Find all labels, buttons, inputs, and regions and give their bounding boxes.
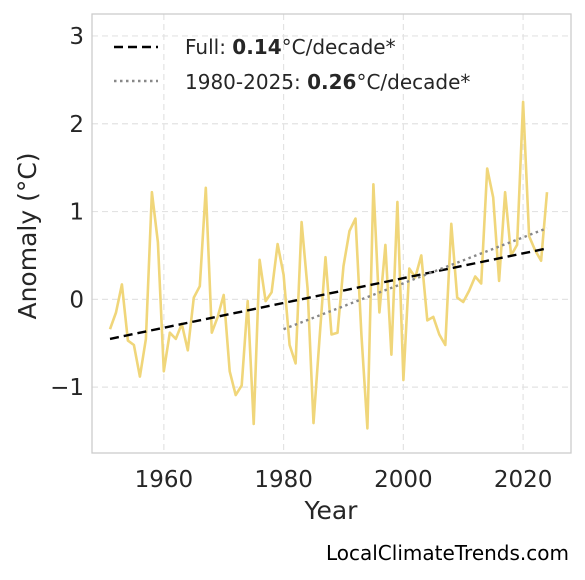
legend-full-suffix: °C/decade* [282, 35, 396, 59]
anomaly-series-line [108, 100, 549, 430]
x-tick-label: 2020 [494, 467, 553, 493]
x-tick-label: 2000 [374, 467, 433, 493]
legend: Full: 0.14°C/decade* 1980-2025: 0.26°C/d… [114, 35, 470, 94]
watermark: LocalClimateTrends.com [326, 541, 569, 565]
legend-entry-1980-2025: 1980-2025: 0.26°C/decade* [185, 70, 470, 94]
legend-recent-prefix: 1980-2025: [185, 70, 307, 94]
recent-trend-line [283, 227, 548, 331]
y-tick-label: 2 [69, 112, 84, 138]
y-axis-label: Anomaly (°C) [13, 152, 42, 319]
legend-full-prefix: Full: [185, 35, 232, 59]
y-tick-label: 0 [69, 287, 84, 313]
plot-frame [91, 13, 572, 454]
legend-full-value: 0.14 [232, 35, 281, 59]
series-layer [108, 100, 549, 430]
x-axis-label: Year [304, 496, 359, 525]
y-tick-label: 3 [69, 24, 84, 50]
tick-labels: 1960 1980 2000 2020 −1 0 1 2 3 [50, 24, 552, 493]
y-tick-label: 1 [69, 200, 84, 226]
x-tick-label: 1980 [254, 467, 313, 493]
full-trend-line [109, 247, 548, 341]
legend-recent-value: 0.26 [307, 70, 356, 94]
legend-recent-suffix: °C/decade* [356, 70, 470, 94]
y-tick-label: −1 [50, 375, 84, 401]
x-tick-label: 1960 [135, 467, 194, 493]
legend-entry-full: Full: 0.14°C/decade* [185, 35, 396, 59]
